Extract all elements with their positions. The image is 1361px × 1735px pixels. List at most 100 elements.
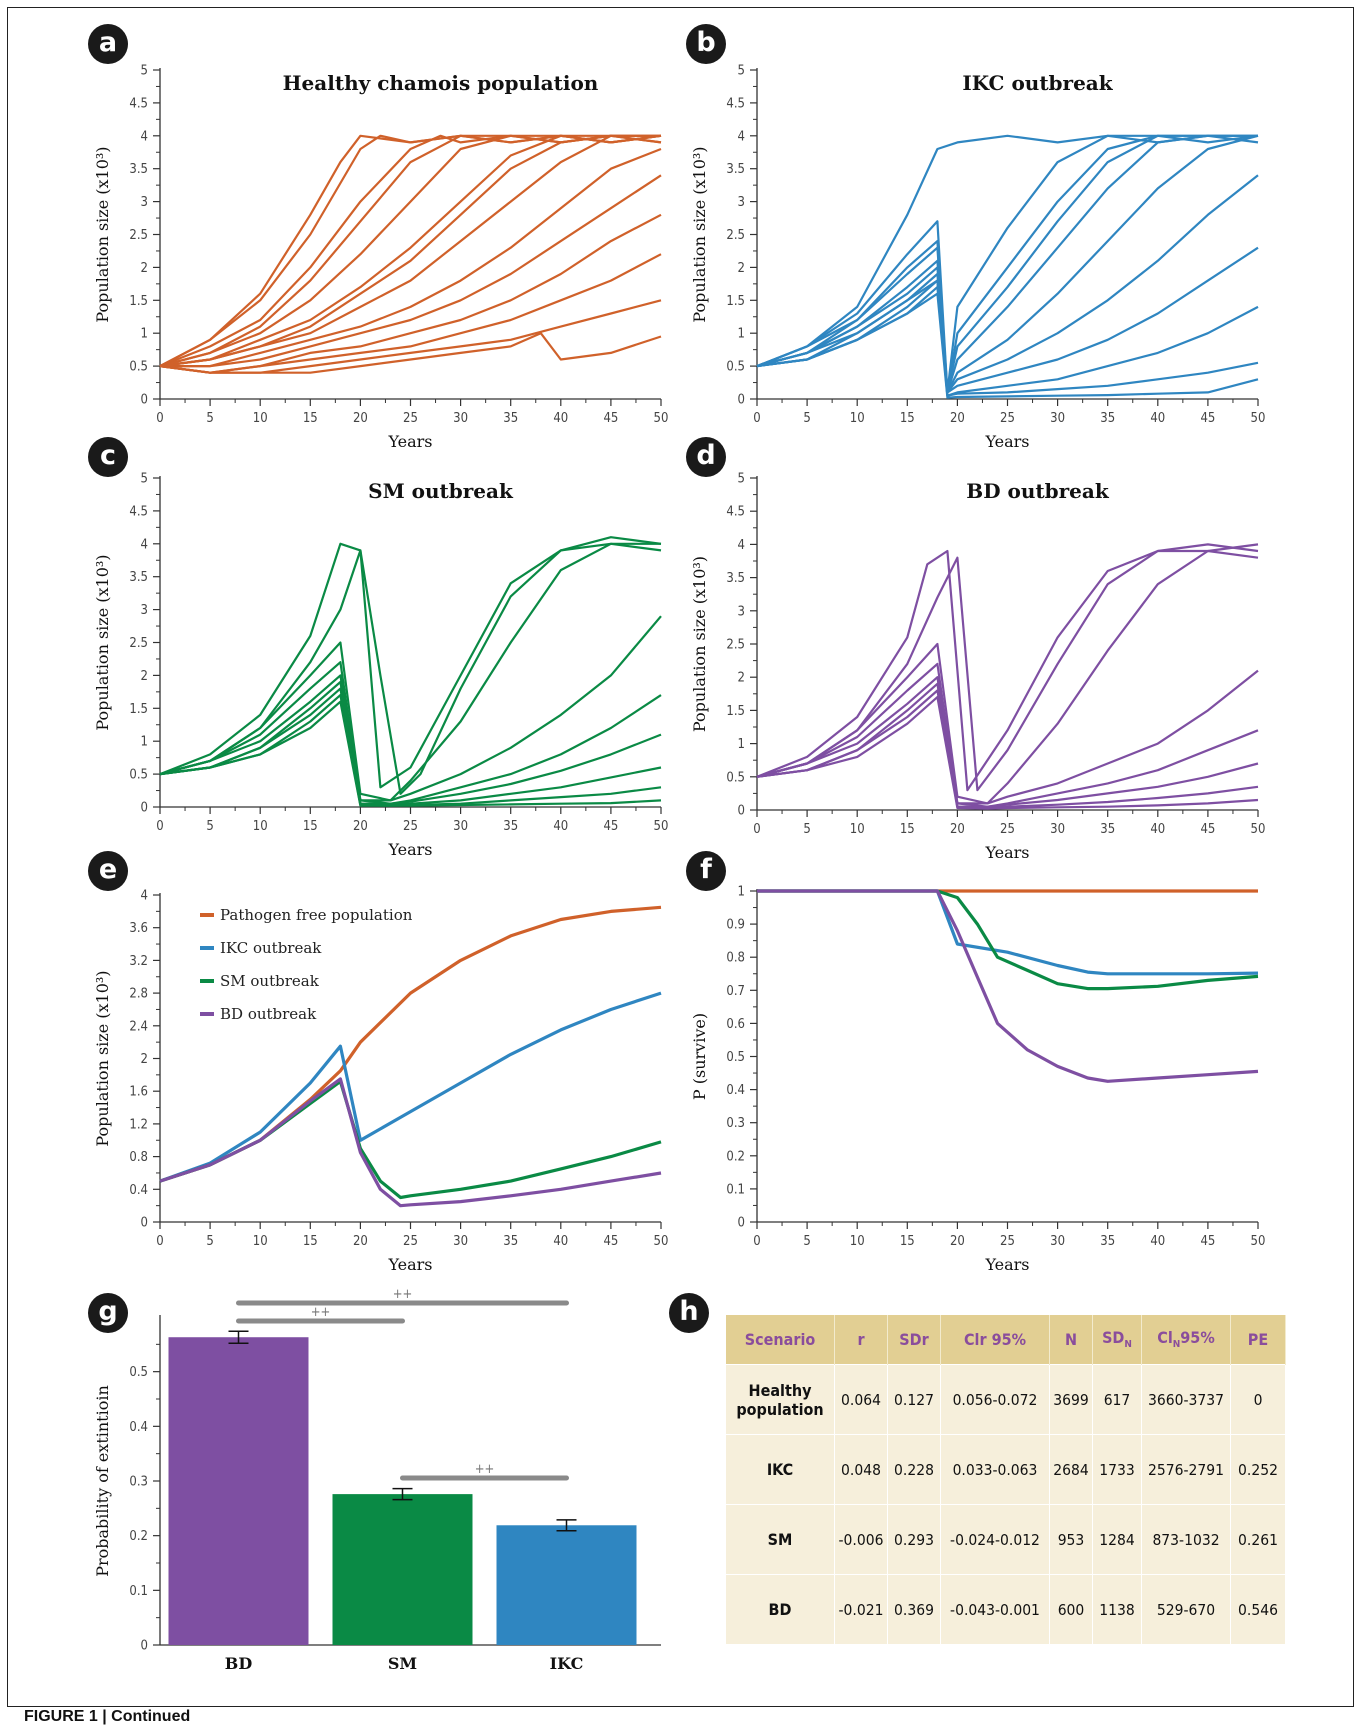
- panel-d-x-tick-label: 20: [950, 822, 965, 837]
- panel-c-x-tick-label: 10: [253, 819, 268, 834]
- panel-c-y-tick-label: 0.5: [129, 768, 148, 783]
- panel-a-y-tick-label: 1.5: [129, 294, 148, 309]
- panel-b-y-tick-label: 4: [738, 129, 745, 144]
- panel-b-y-tick-label: 2.5: [726, 228, 745, 243]
- panel-f-x-tick-label: 25: [1000, 1234, 1015, 1249]
- panel-f-letter: f: [700, 854, 712, 885]
- panel-b-y-tick-label: 3: [738, 195, 745, 210]
- panel-e-x-tick-label: 50: [654, 1234, 669, 1249]
- table-cell: 0.546: [1230, 1574, 1286, 1644]
- panel-a-x-tick-label: 50: [654, 411, 669, 426]
- panel-f-x-tick-label: 35: [1100, 1234, 1115, 1249]
- panel-e-y-tick-label: 4: [141, 889, 148, 904]
- col-sdr: SDr: [887, 1315, 941, 1365]
- table-cell: 2576-2791: [1141, 1434, 1231, 1505]
- table-cell: 0: [1230, 1364, 1286, 1435]
- panel-d-series-line: [756, 676, 1259, 808]
- panel-b-series-line: [756, 134, 1258, 394]
- table-row: IKC 0.048 0.228 0.033-0.063 2684 1733 2576-279…: [726, 1434, 1286, 1505]
- panel-b-series-line: [756, 292, 1259, 399]
- panel-a-x-tick-label: 15: [303, 411, 318, 426]
- panel-c-y-tick-label: 1: [141, 735, 148, 750]
- panel-d-letter: d: [696, 440, 716, 471]
- table-cell: 873-1032: [1141, 1504, 1231, 1575]
- panel-a-y-tick-label: 4.5: [129, 96, 148, 111]
- panel-d-title: BD outbreak: [966, 479, 1110, 503]
- panel-d-y-tick-label: 4.5: [726, 505, 745, 520]
- panel-b-series-line: [756, 134, 1259, 394]
- panel-b-title: IKC outbreak: [962, 71, 1113, 95]
- bar-label-SM: SM: [388, 1654, 417, 1673]
- panel-c-series-line: [159, 542, 661, 795]
- panel-a-series-line: [159, 332, 662, 374]
- panel-c-x-tick-label: 0: [156, 819, 163, 834]
- panel-g-y-tick-label: 0.2: [129, 1529, 148, 1544]
- panel-d-y-tick-label: 4: [738, 538, 745, 553]
- significance-label: ++: [393, 1287, 413, 1302]
- col-pe: PE: [1230, 1315, 1286, 1365]
- panel-c-x-tick-label: 40: [553, 819, 568, 834]
- panel-b-y-tick-label: 4.5: [726, 96, 745, 111]
- panel-a-y-tick-label: 0: [141, 393, 148, 408]
- panel-b-x-tick-label: 20: [950, 411, 965, 426]
- panel-f-y-label: P (survive): [690, 1013, 709, 1100]
- panel-e-y-tick-label: 0: [141, 1216, 148, 1231]
- bar-BD: [168, 1337, 309, 1645]
- panel-c-y-tick-label: 1.5: [129, 702, 148, 717]
- table-cell: 529-670: [1141, 1574, 1231, 1644]
- table-cell: -0.021: [834, 1574, 888, 1644]
- panel-c-y-tick-label: 5: [141, 472, 148, 487]
- panel-c-y-tick-label: 3: [141, 603, 148, 618]
- table-row-scenario: SM: [726, 1504, 835, 1575]
- panel-a-series-line: [159, 134, 662, 368]
- panel-d-y-label: Population size (x10³): [690, 556, 709, 732]
- panel-a-x-tick-label: 0: [156, 411, 163, 426]
- panel-b-letter: b: [696, 27, 716, 58]
- panel-c-x-tick-label: 50: [654, 819, 669, 834]
- panel-b-series-line: [756, 134, 1259, 394]
- panel-e-series-line: [159, 1079, 662, 1200]
- col-clr: Clr 95%: [940, 1315, 1050, 1365]
- table-cell: 1733: [1092, 1434, 1142, 1505]
- panel-c-series-line: [159, 700, 662, 807]
- panel-a-series-line: [159, 134, 662, 368]
- panel-b-x-tick-label: 50: [1251, 411, 1266, 426]
- col-sdn-sub: N: [1124, 1339, 1132, 1351]
- panel-d-y-tick-label: 5: [738, 472, 745, 487]
- panel-c-title: SM outbreak: [368, 479, 514, 503]
- table-cell: 0.261: [1230, 1504, 1286, 1575]
- panel-f-y-tick-label: 0.3: [726, 1116, 745, 1131]
- panel-f-x-tick-label: 45: [1200, 1234, 1215, 1249]
- panel-e-x-tick-label: 10: [253, 1234, 268, 1249]
- table-cell: 1138: [1092, 1574, 1142, 1644]
- panel-e-series-line: [159, 1077, 662, 1208]
- panel-d-y-tick-label: 1: [738, 737, 745, 752]
- panel-d-y-tick-label: 2: [738, 671, 745, 686]
- panel-a-y-tick-label: 5: [141, 64, 148, 79]
- panel-a-series-line: [159, 134, 662, 368]
- col-scenario: Scenario: [726, 1315, 835, 1365]
- panel-g-y-label: Probability of extintioin: [93, 1385, 112, 1577]
- panel-b-series-line: [756, 286, 1259, 397]
- panel-b-series-line: [756, 134, 1258, 368]
- table-cell: 2684: [1049, 1434, 1093, 1505]
- panel-d-series-line: [756, 543, 1259, 792]
- panel-f-y-tick-label: 1: [738, 885, 745, 900]
- panel-c-x-label: Years: [387, 840, 432, 859]
- panel-d-series-line: [756, 682, 1259, 808]
- panel-c-series-line: [159, 615, 662, 802]
- panel-b-y-tick-label: 0: [738, 393, 745, 408]
- panel-g-y-tick-label: 0.1: [129, 1584, 148, 1599]
- panel-d-badge: d: [686, 437, 726, 477]
- panel-c-x-tick-label: 30: [453, 819, 468, 834]
- panel-a-letter: a: [98, 27, 118, 58]
- panel-d-y-tick-label: 3.5: [726, 571, 745, 586]
- legend-label: Pathogen free population: [220, 906, 413, 924]
- panel-b-series-line: [756, 246, 1259, 394]
- col-n: N: [1049, 1315, 1093, 1365]
- panel-d-y-tick-label: 3: [738, 604, 745, 619]
- panel-c-letter: c: [99, 440, 116, 471]
- panel-g-y-tick-label: 0: [141, 1639, 148, 1654]
- panel-b-y-tick-label: 2: [738, 261, 745, 276]
- col-r: r: [834, 1315, 888, 1365]
